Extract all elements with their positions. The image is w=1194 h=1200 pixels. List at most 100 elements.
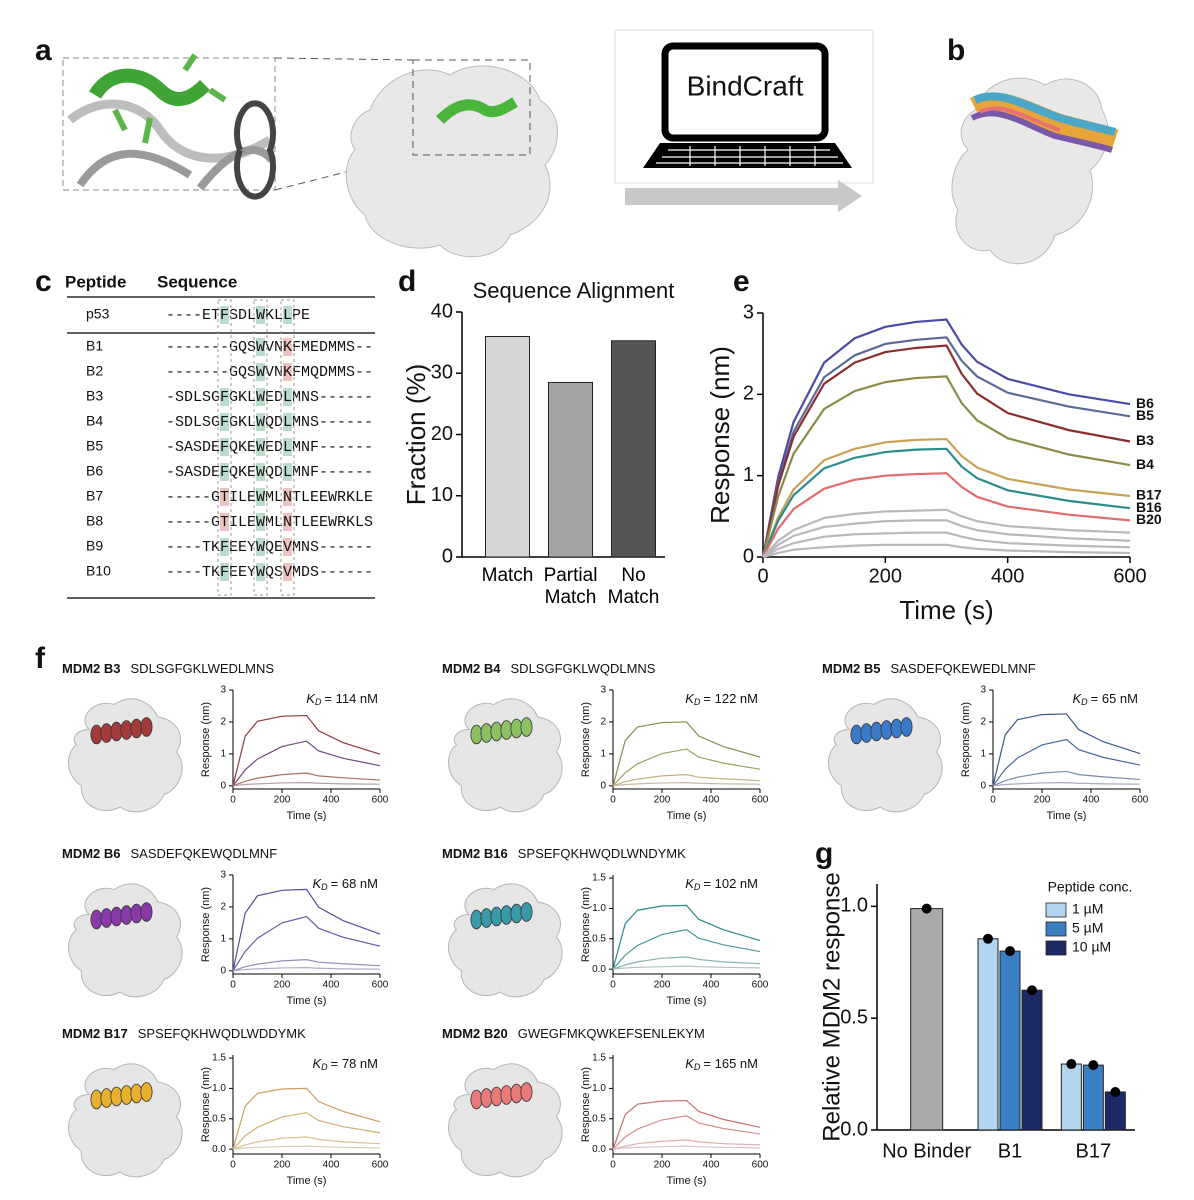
- protein-surface: [68, 698, 183, 813]
- peptide-name: B5: [86, 438, 103, 454]
- helix-turn: [110, 721, 123, 742]
- construct-name: MDM2 B5: [822, 661, 881, 676]
- kd-label: KD = 78 nM: [312, 1056, 378, 1072]
- helix-turn: [100, 1088, 113, 1108]
- kd-value: = 65 nM: [1091, 691, 1138, 706]
- helix-turn: [90, 909, 103, 930]
- peptide-sequence: -SASDEFQKEWQDLMNF------: [166, 464, 373, 481]
- kd-symbol: K: [306, 691, 316, 706]
- response-curve: [762, 543, 1131, 559]
- series-label: B5: [1136, 407, 1154, 423]
- helix-turn: [850, 724, 863, 745]
- x-tick-label: 200: [654, 795, 671, 806]
- response-curve: [232, 714, 381, 786]
- x-tick-label: 0: [610, 980, 616, 991]
- helix-turn: [100, 908, 113, 928]
- helix-turn: [480, 908, 493, 928]
- y-tick-label: 30: [431, 362, 453, 384]
- residue-highlight: [283, 563, 292, 581]
- construct-name: MDM2 B17: [62, 1026, 128, 1041]
- kd-subscript: D: [694, 697, 701, 707]
- y-tick-label: 1: [600, 749, 606, 760]
- y-tick-label: 3: [743, 301, 754, 323]
- x-tick-label: 600: [372, 980, 389, 991]
- kd-subscript: D: [1081, 697, 1088, 707]
- bar: [977, 938, 999, 1131]
- x-tick-label: 0: [757, 565, 768, 587]
- y-axis-label: Response (nm): [960, 702, 972, 777]
- helix: [969, 92, 1119, 151]
- x-tick-label: 0: [230, 980, 236, 991]
- x-tick-label: 600: [372, 1160, 389, 1171]
- kd-subscript: D: [321, 882, 328, 892]
- legend-swatch: [1045, 940, 1067, 956]
- y-tick-label: 1: [743, 464, 754, 486]
- x-tick-label: 400: [1083, 795, 1100, 806]
- response-curve: [232, 888, 381, 971]
- x-tick-label: 200: [1034, 795, 1051, 806]
- response-curve: [232, 782, 381, 787]
- y-tick-label: 0.5: [840, 1006, 868, 1028]
- kd-value: = 165 nM: [703, 1056, 758, 1071]
- construct-sequence: SDLSGFGKLWEDLMNS: [131, 661, 275, 676]
- construct-name: MDM2 B20: [442, 1026, 508, 1041]
- peptide-sequence: -------GQSWVNKFMEDMMS--: [166, 339, 373, 356]
- helix-turn: [480, 723, 493, 743]
- series-label: B4: [1136, 456, 1154, 472]
- response-curve: [612, 956, 761, 970]
- response-curve: [612, 748, 761, 787]
- y-tick-label: 1.0: [592, 903, 606, 914]
- y-tick-label: 0.0: [212, 1144, 226, 1155]
- kd-value: = 122 nM: [703, 691, 758, 706]
- peptide-name: B1: [86, 338, 103, 354]
- alignment-box: [253, 299, 268, 596]
- helix-turn: [880, 720, 893, 740]
- y-axis-label: Response (nm): [705, 346, 735, 524]
- y-axis-label: Response (nm): [580, 702, 592, 777]
- legend-label: 10 µM: [1072, 939, 1111, 955]
- bar: [910, 908, 944, 1131]
- peptide-name: B8: [86, 513, 103, 529]
- arrow-body: [625, 188, 840, 205]
- response-curve: [762, 531, 1131, 558]
- legend-label: 5 µM: [1072, 920, 1103, 936]
- protein-surface: [448, 1063, 563, 1178]
- structure-title: MDM2 B3 SDLSGFGKLWEDLMNS: [62, 661, 274, 676]
- response-curve: [232, 967, 381, 972]
- residue-highlight: [220, 538, 229, 556]
- panel-label: g: [815, 837, 833, 870]
- residue-highlight: [283, 388, 292, 406]
- residue-highlight: [220, 438, 229, 456]
- helix-turn: [120, 720, 133, 740]
- x-tick-label: 200: [654, 1160, 671, 1171]
- bar: [1104, 1091, 1126, 1131]
- residue-highlight: [283, 306, 292, 324]
- y-tick-label: 0.5: [212, 1113, 226, 1124]
- data-point: [1005, 946, 1015, 957]
- residue-highlight: [220, 463, 229, 481]
- peptide-name: p53: [86, 306, 110, 322]
- inset-sidechain: [112, 53, 227, 144]
- residue-highlight: [283, 438, 292, 456]
- helix-turn: [510, 903, 523, 924]
- response-curve: [232, 1112, 381, 1150]
- panel-label: f: [35, 642, 46, 675]
- x-category-wrap: Partial Match: [544, 565, 598, 608]
- structure-title: MDM2 B5 SASDEFQKEWEDLMNF: [822, 661, 1036, 676]
- response-curve: [992, 770, 1141, 787]
- y-tick-label: 0: [743, 545, 754, 567]
- response-curve: [612, 904, 761, 970]
- y-tick-label: 1.5: [592, 873, 606, 884]
- helix: [979, 106, 1061, 132]
- series-label: B20: [1136, 511, 1162, 527]
- data-point: [1027, 985, 1037, 996]
- peptide-name: B7: [86, 488, 103, 504]
- residue-highlight: [220, 306, 229, 324]
- helix-turn: [130, 903, 143, 924]
- y-axis-label: Response (nm): [200, 702, 212, 777]
- response-curve: [612, 774, 761, 787]
- peptide-sequence: -SDLSGFGKLWEDLMNS------: [166, 389, 373, 406]
- bar: [1060, 1063, 1082, 1131]
- y-tick-label: 3: [220, 685, 226, 696]
- data-point: [1110, 1086, 1121, 1097]
